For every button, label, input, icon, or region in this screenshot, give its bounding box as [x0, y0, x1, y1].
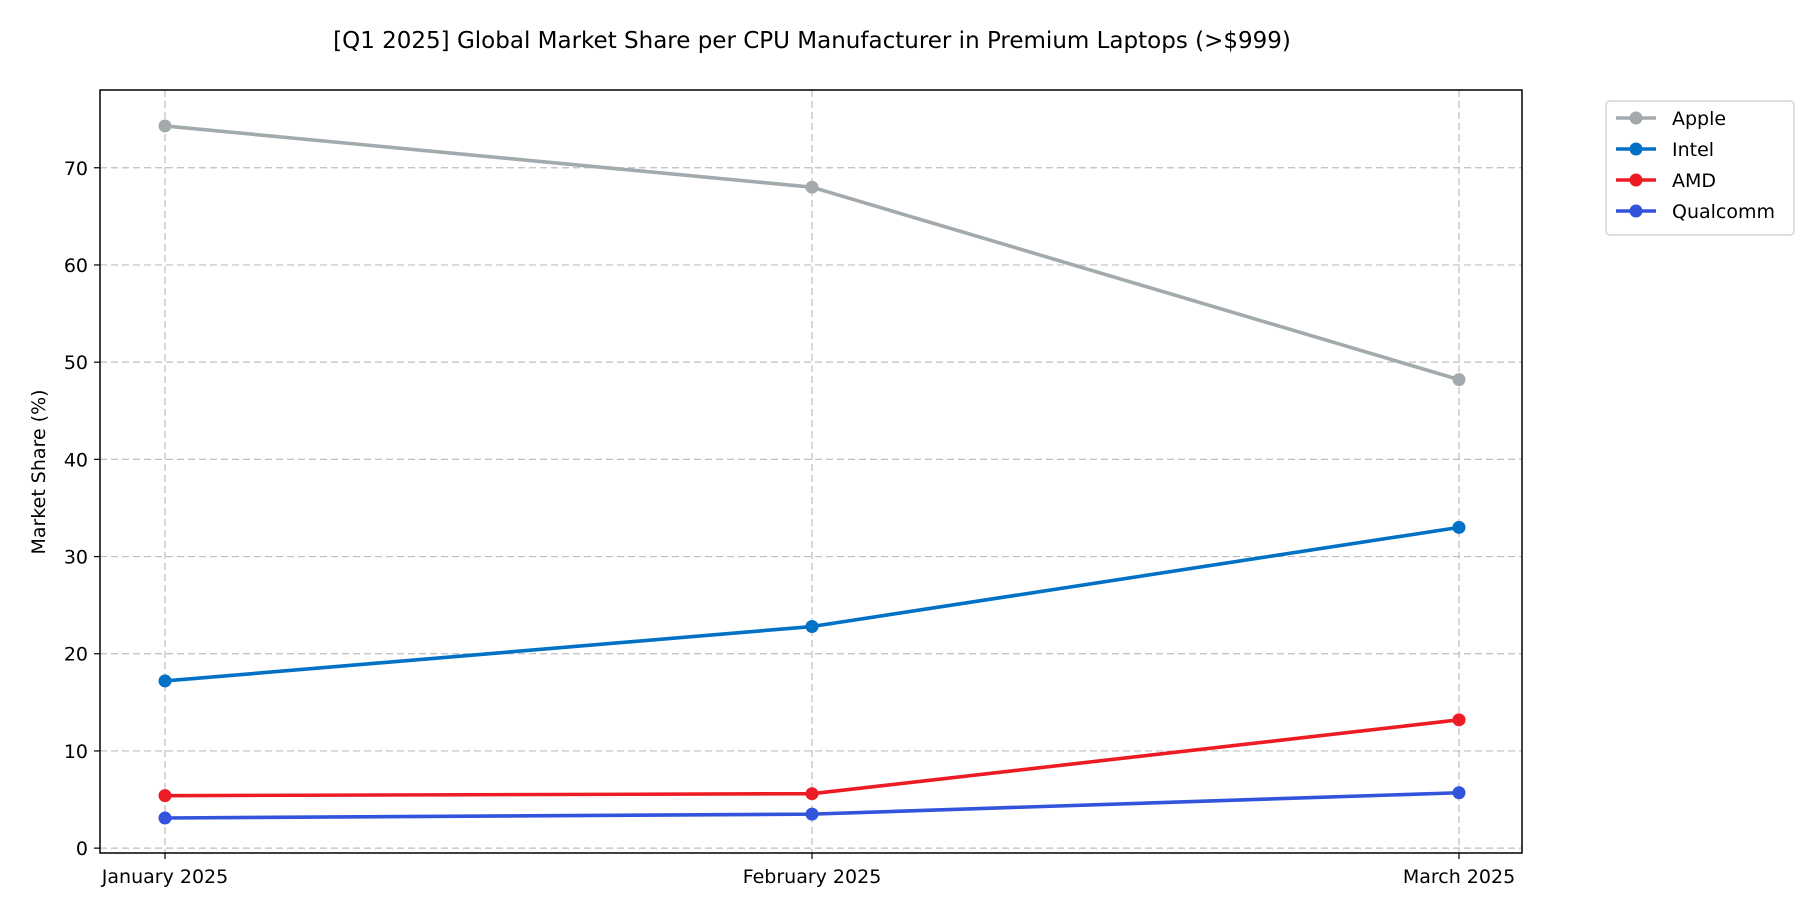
data-point	[1452, 373, 1466, 387]
legend-label: Intel	[1672, 139, 1714, 161]
y-axis-label: Market Share (%)	[28, 389, 50, 554]
legend-label: Qualcomm	[1672, 201, 1775, 223]
legend-marker	[1629, 142, 1643, 156]
y-tick-label: 40	[64, 449, 88, 471]
data-point	[1452, 786, 1466, 800]
y-tick-label: 10	[64, 741, 88, 763]
data-point	[1452, 713, 1466, 727]
series-amd	[158, 713, 1466, 803]
legend-marker	[1629, 111, 1643, 125]
series-line	[164, 124, 1460, 382]
legend-marker	[1629, 204, 1643, 218]
y-tick-label: 30	[64, 547, 88, 569]
series-apple	[158, 119, 1466, 387]
legend-label: AMD	[1672, 170, 1716, 192]
data-point	[805, 180, 819, 194]
legend-item-qualcomm: Qualcomm	[1616, 201, 1775, 223]
legend-item-intel: Intel	[1616, 139, 1714, 161]
data-point	[805, 787, 819, 801]
series-layer	[158, 119, 1466, 825]
chart-title: [Q1 2025] Global Market Share per CPU Ma…	[333, 28, 1291, 54]
data-point	[805, 807, 819, 821]
x-axis-ticks: January 2025 February 2025 March 2025	[101, 853, 1515, 888]
y-tick-label: 50	[64, 352, 88, 374]
series-intel	[158, 520, 1466, 688]
x-tick-label: January 2025	[101, 866, 228, 888]
data-point	[1452, 520, 1466, 534]
legend-item-apple: Apple	[1616, 108, 1726, 130]
data-point	[158, 119, 172, 133]
legend-marker	[1629, 173, 1643, 187]
y-tick-label: 20	[64, 644, 88, 666]
series-qualcomm	[158, 786, 1466, 825]
x-tick-label: February 2025	[743, 866, 882, 888]
grid	[100, 90, 1522, 853]
x-tick-label: March 2025	[1403, 866, 1515, 888]
y-tick-label: 0	[76, 838, 88, 860]
legend-box	[1605, 100, 1795, 236]
y-tick-label: 70	[64, 158, 88, 180]
legend-label: Apple	[1672, 108, 1726, 130]
plot-frame	[99, 89, 1523, 854]
data-point	[158, 789, 172, 803]
data-point	[158, 674, 172, 688]
data-point	[158, 811, 172, 825]
axes	[99, 89, 1523, 854]
y-tick-label: 60	[64, 255, 88, 277]
legend-item-amd: AMD	[1616, 170, 1716, 192]
legend: Apple Intel AMD Qualcomm	[1605, 100, 1795, 236]
y-axis-ticks: 0 10 20 30 40 50 60 70	[64, 158, 100, 860]
data-point	[805, 620, 819, 634]
